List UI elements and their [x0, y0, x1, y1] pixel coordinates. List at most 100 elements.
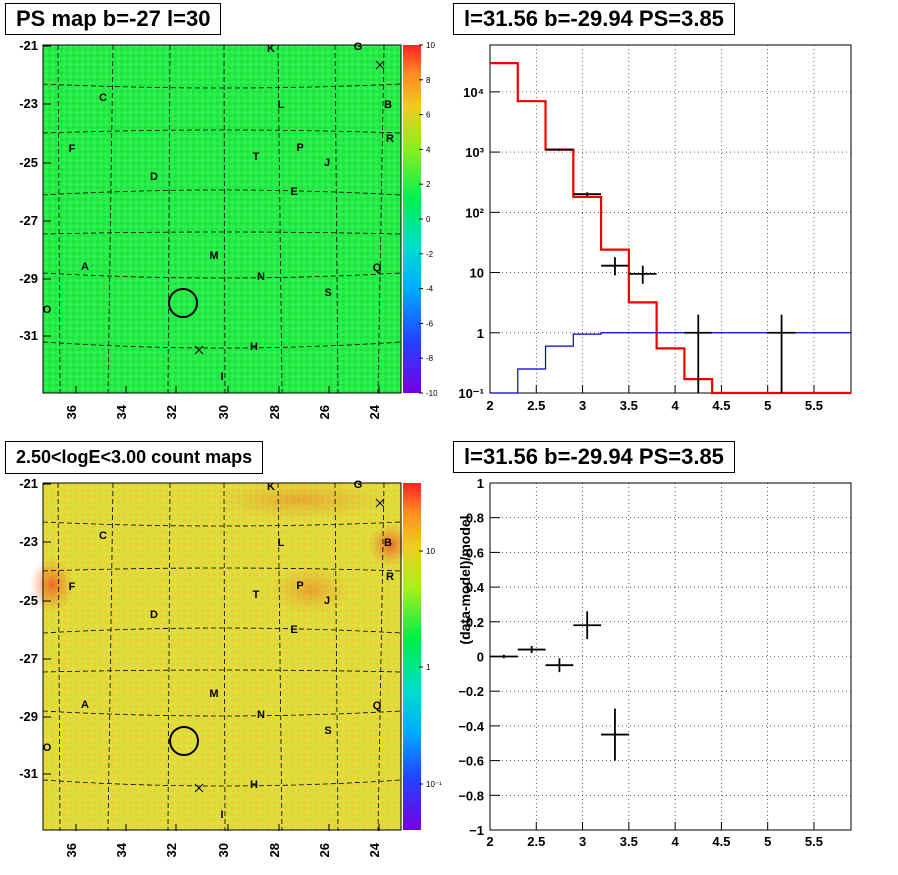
source-label-c: C [99, 530, 107, 542]
count-colorbar-label: 10 [426, 547, 435, 556]
map-grid-line [42, 710, 402, 717]
spectrum-y-tick-label: 10² [465, 205, 484, 220]
count-map-hotspot [270, 565, 350, 615]
map-grid-line [57, 44, 61, 394]
source-label-l: L [278, 537, 285, 549]
source-label-j: J [324, 157, 330, 169]
spectrum-panel: 2 2.5 3 3.5 4 4.5 5 5.5 10⁴ 10³ 10² 10 1 10⁻¹ [458, 44, 852, 413]
map-grid-line [377, 44, 385, 394]
source-label-j: J [324, 595, 330, 607]
ps-colorbar-label: -4 [426, 285, 434, 294]
map-x-tick-label: 26 [317, 405, 332, 419]
map-y-tick-label: -29 [19, 709, 38, 724]
spectrum-x-tick-label: 3 [579, 398, 586, 413]
map-x-tick-label: 32 [164, 405, 179, 419]
residual-x-tick-label: 2 [486, 834, 493, 849]
spectrum-y-tick-label: 10⁴ [463, 85, 484, 100]
map-x-tick-label: 36 [64, 843, 79, 857]
residual-x-tick-label: 5 [764, 834, 771, 849]
ps-colorbar-label: 4 [426, 145, 431, 154]
source-label-k: K [267, 481, 275, 493]
spectrum-model-red-line [490, 62, 851, 395]
residual-x-tick-label: 4.5 [712, 834, 730, 849]
source-label-b: B [384, 99, 392, 111]
source-label-s: S [324, 725, 331, 737]
residual-y-tick-label: 0 [477, 650, 484, 665]
map-y-tick-label: -21 [19, 38, 38, 53]
map-grid-line [42, 779, 402, 787]
count-map-colorbar [403, 483, 421, 830]
ps-colorbar-label: -6 [426, 319, 434, 328]
residual-y-tick-label: −0.6 [458, 754, 484, 769]
map-grid-line [42, 627, 402, 634]
source-label-p: P [296, 580, 303, 592]
residual-y-tick-label: −0.8 [458, 788, 484, 803]
spectrum-x-tick-label: 4.5 [712, 398, 730, 413]
count-map-image [43, 483, 401, 830]
ps-map-title: PS map b=-27 l=30 [5, 3, 222, 35]
source-label-e: E [290, 186, 297, 198]
map-grid-line [277, 44, 283, 394]
map-y-tick-label: -23 [19, 534, 38, 549]
residual-y-tick-label: 1 [477, 476, 484, 491]
map-x-tick-label: 30 [216, 843, 231, 857]
map-x-tick-label: 24 [367, 404, 382, 419]
source-label-m: M [209, 250, 218, 262]
source-label-m: M [209, 688, 218, 700]
count-map-hotspot [30, 557, 74, 613]
residual-y-tick-label: 0.8 [466, 511, 484, 526]
residual-y-tick-label: −1 [469, 823, 484, 838]
map-grid-line [107, 482, 114, 832]
map-marker-cross [194, 783, 204, 793]
source-label-p: P [296, 142, 303, 154]
source-label-g: G [354, 41, 363, 53]
source-label-n: N [257, 709, 265, 721]
map-marker-cross [375, 60, 385, 70]
count-colorbar-label: 1 [426, 663, 431, 672]
spectrum-model-blue-line [490, 332, 851, 394]
map-y-tick-label: -27 [19, 213, 38, 228]
source-label-o: O [43, 742, 52, 754]
source-label-h: H [250, 341, 258, 353]
spectrum-title: l=31.56 b=-29.94 PS=3.85 [453, 3, 735, 35]
map-grid-line [167, 44, 171, 394]
source-label-i: I [220, 809, 223, 821]
source-label-a: A [81, 699, 89, 711]
spectrum-y-tick-label: 1 [477, 326, 484, 341]
source-label-t: T [253, 589, 260, 601]
ps-colorbar-label: 8 [426, 76, 431, 85]
spectrum-x-tick-label: 5.5 [805, 398, 823, 413]
ps-colorbar-label: 10 [426, 41, 435, 50]
ps-colorbar-label: 0 [426, 215, 431, 224]
map-x-tick-label: 32 [164, 843, 179, 857]
map-grid-line [42, 567, 402, 572]
map-y-tick-label: -29 [19, 271, 38, 286]
residual-x-tick-label: 3 [579, 834, 586, 849]
residual-x-tick-label: 2.5 [527, 834, 545, 849]
source-label-n: N [257, 271, 265, 283]
map-x-tick-label: 28 [267, 405, 282, 419]
map-y-tick-label: -21 [19, 476, 38, 491]
source-label-k: K [267, 43, 275, 55]
count-map-panel: 36 34 32 30 28 26 24 -21 -23 -25 -27 -29 -31 K G C L B F T P… [19, 476, 442, 857]
map-grid-line [42, 669, 402, 673]
source-label-s: S [324, 287, 331, 299]
ps-colorbar-label: -2 [426, 250, 434, 259]
map-grid-line [223, 44, 226, 394]
map-x-tick-label: 28 [267, 843, 282, 857]
map-y-tick-label: -31 [19, 766, 38, 781]
source-label-l: L [278, 99, 285, 111]
source-label-d: D [150, 609, 158, 621]
count-map-hotspot [210, 480, 390, 520]
residual-y-tick-label: −0.4 [458, 719, 484, 734]
spectrum-frame [489, 44, 852, 394]
residual-y-tick-label: 0.2 [466, 615, 484, 630]
map-x-tick-label: 36 [64, 405, 79, 419]
ps-map-panel: 36 34 32 30 28 26 24-21-23-25-27-29-31K GCL BFTP… [19, 38, 438, 419]
map-grid-line [57, 482, 61, 832]
map-y-tick-label: -27 [19, 651, 38, 666]
source-label-q: Q [373, 700, 382, 712]
source-label-e: E [290, 624, 297, 636]
source-label-f: F [69, 581, 76, 593]
map-marker-cross [194, 345, 204, 355]
